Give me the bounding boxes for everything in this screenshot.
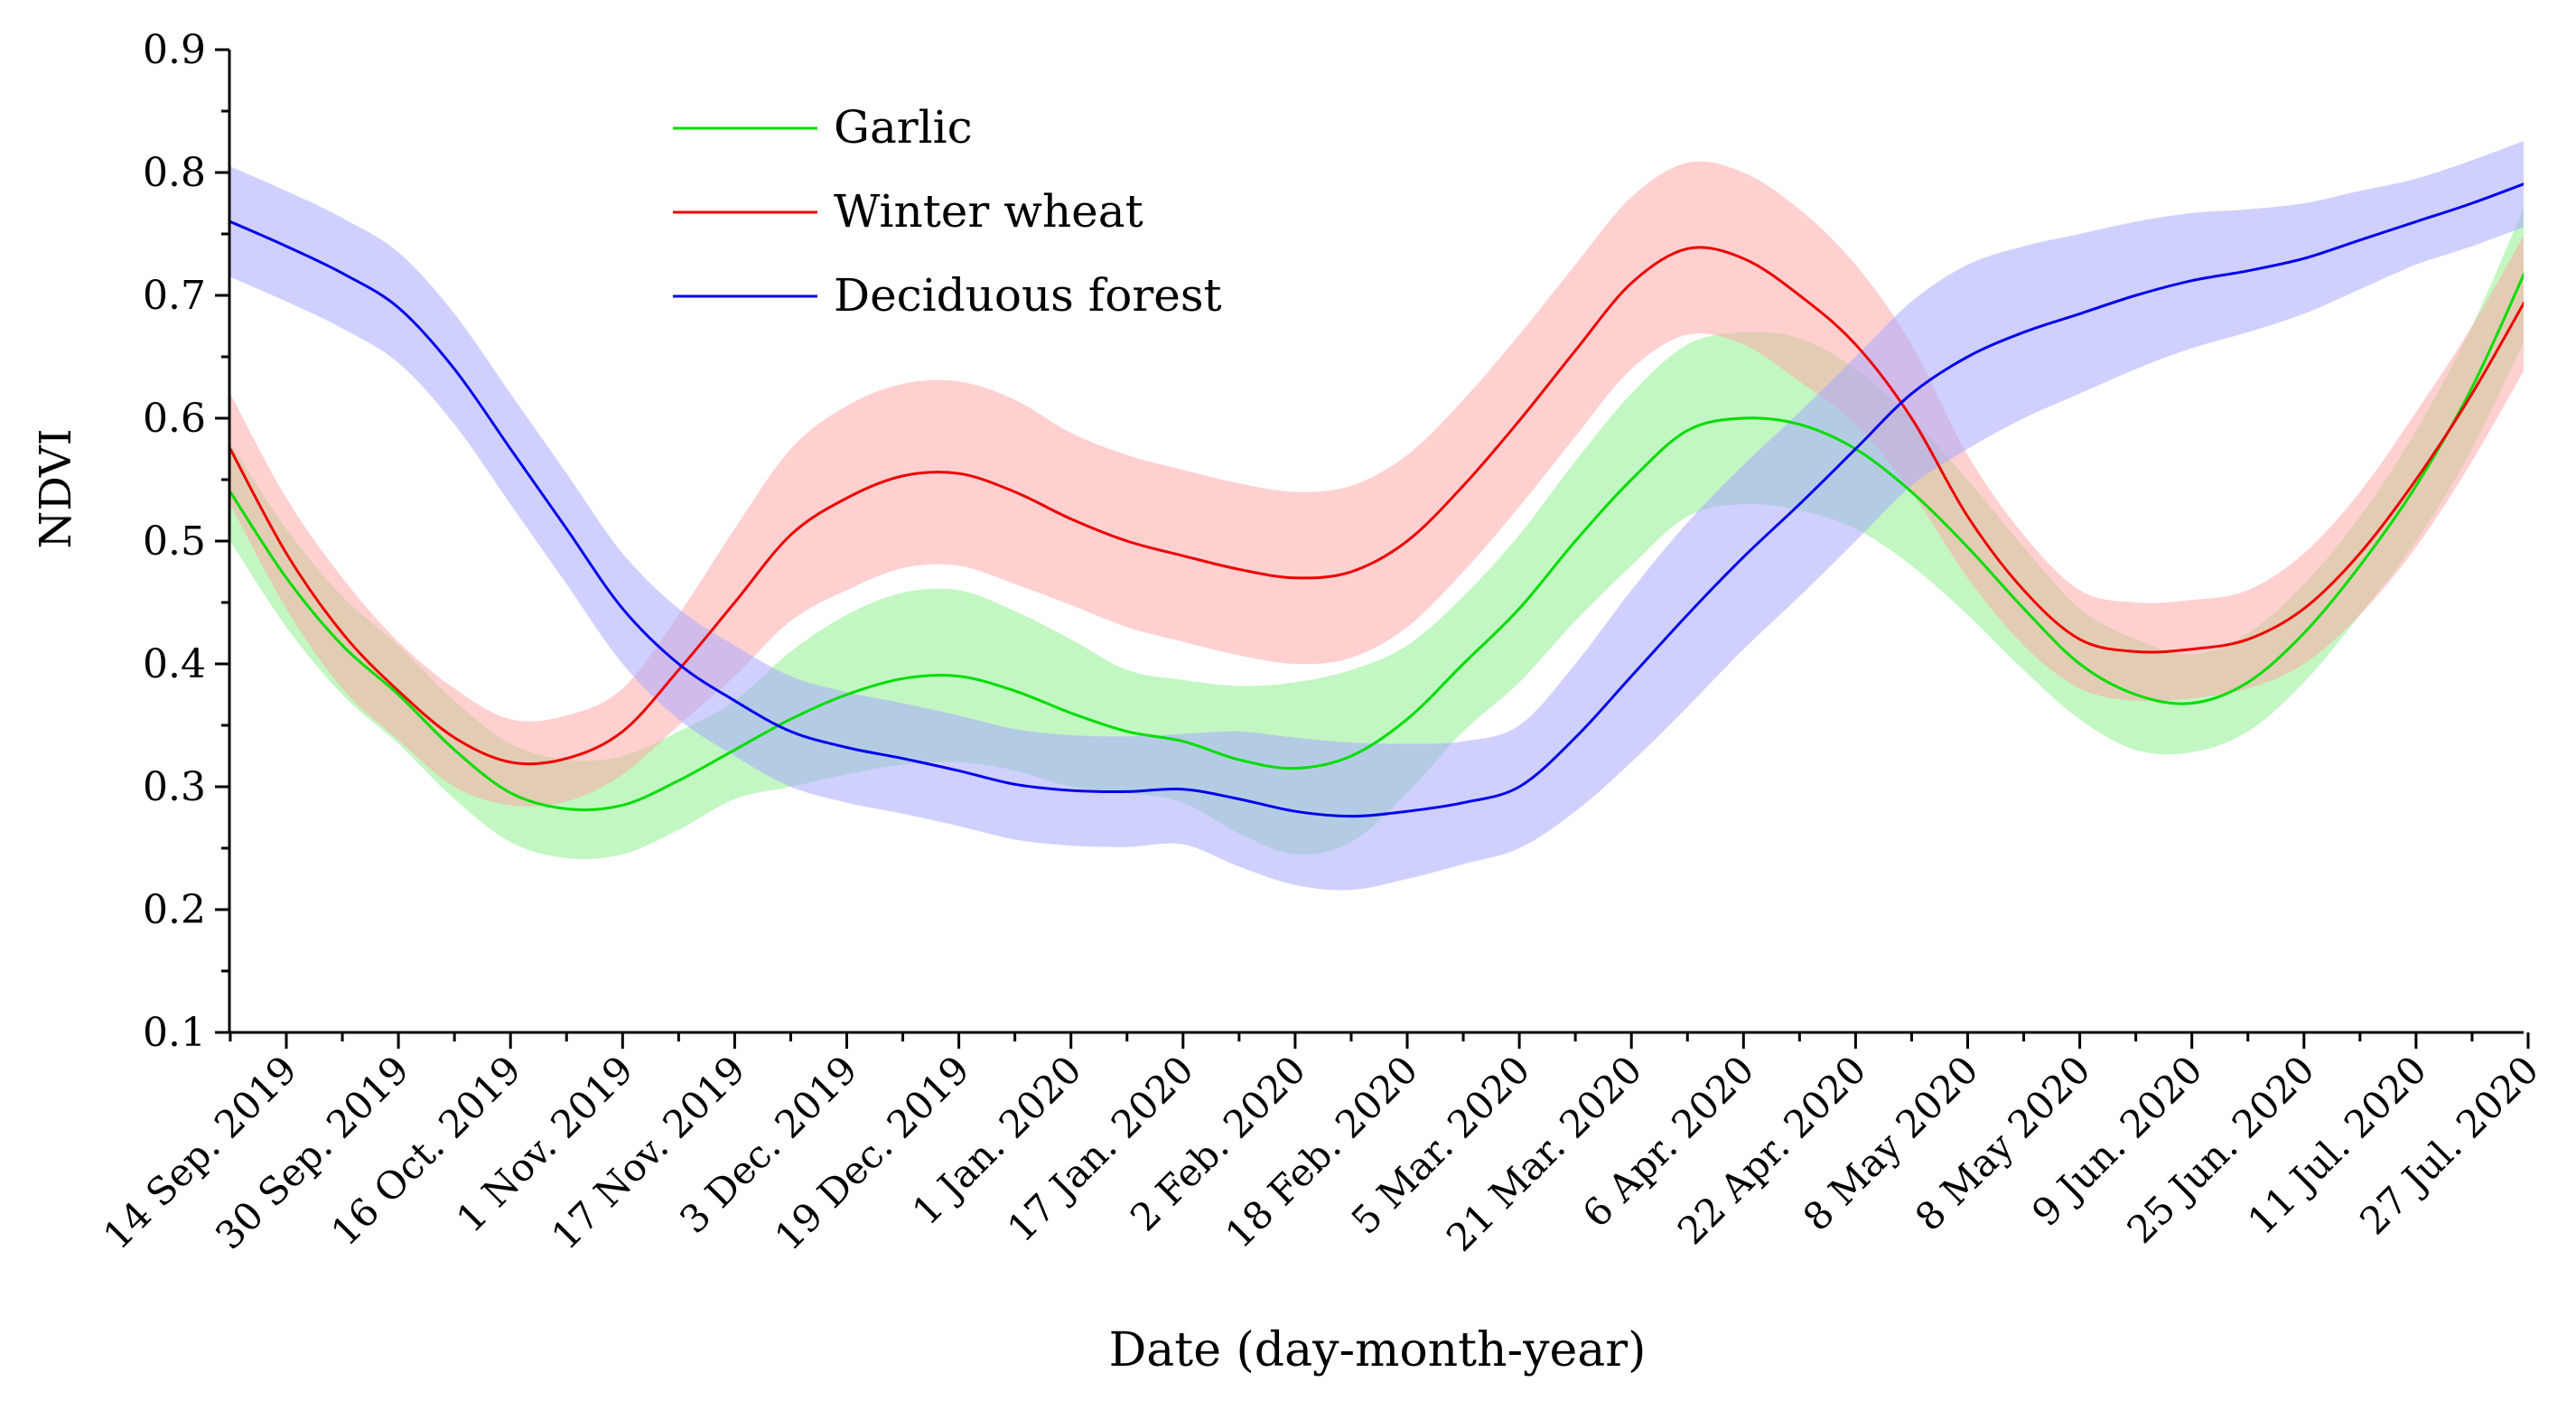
- x-tick-label: 21 Mar. 2020: [1438, 1047, 1650, 1259]
- y-axis-label: NDVI: [31, 428, 81, 548]
- y-tick-label: 0.8: [143, 150, 206, 196]
- legend-label-garlic: Garlic: [834, 101, 973, 154]
- y-tick-label: 0.5: [143, 518, 206, 565]
- y-tick-label: 0.6: [143, 396, 206, 442]
- band-deciduous-forest: [229, 141, 2524, 891]
- legend-label-winter-wheat: Winter wheat: [834, 185, 1143, 238]
- y-tick-label: 0.9: [143, 27, 206, 73]
- y-tick-label: 0.4: [143, 641, 206, 687]
- band-winter-wheat: [229, 161, 2524, 807]
- x-axis-label: Date (day-month-year): [1109, 1323, 1647, 1377]
- y-tick-label: 0.2: [143, 887, 206, 933]
- y-tick-label: 0.3: [143, 764, 206, 810]
- y-tick-label: 0.7: [143, 273, 206, 319]
- legend: Garlic Winter wheat Deciduous forest: [673, 101, 1222, 322]
- line-garlic: [229, 271, 2524, 812]
- x-tick-label: 17 Nov. 2019: [543, 1047, 753, 1257]
- line-winter-wheat: [229, 246, 2524, 766]
- confidence-bands: [229, 141, 2524, 891]
- x-tick-label: 19 Dec. 2019: [766, 1047, 977, 1258]
- legend-label-deciduous-forest: Deciduous forest: [834, 269, 1222, 322]
- x-tick-label: 16 Oct. 2019: [322, 1047, 529, 1254]
- line-deciduous-forest: [229, 182, 2524, 818]
- x-tick-label: 14 Sep. 2019: [95, 1047, 305, 1257]
- x-tick-label: 30 Sep. 2019: [207, 1047, 417, 1257]
- x-tick-label: 18 Feb. 2020: [1217, 1047, 1426, 1256]
- series-lines: [229, 182, 2524, 818]
- y-tick-label: 0.1: [143, 1010, 206, 1056]
